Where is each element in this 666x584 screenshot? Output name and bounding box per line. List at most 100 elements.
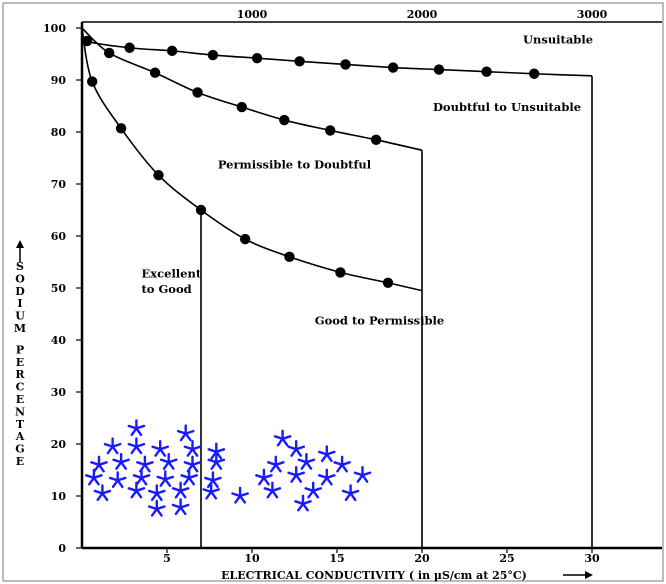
sample-point (317, 468, 336, 486)
sample-point (263, 481, 282, 499)
x-top-tick-label: 1000 (237, 8, 268, 21)
y-axis-title-arrow (16, 240, 24, 262)
y-title-letter: N (15, 405, 25, 418)
y-tick-label: 0 (58, 542, 66, 555)
x-top-tick-label: 3000 (577, 8, 608, 21)
y-title-letter: C (16, 381, 25, 394)
boundary-marker (382, 277, 394, 288)
boundary-curve-3 (81, 27, 423, 292)
sample-point (156, 470, 175, 488)
sample-point (127, 419, 146, 437)
boundary-marker (433, 64, 445, 75)
y-title-letter: I (17, 297, 22, 310)
y-title-letter: E (16, 455, 24, 468)
sample-point (297, 453, 316, 470)
y-tick-label: 50 (51, 282, 67, 295)
y-tick-label: 40 (51, 334, 67, 347)
boundary-marker (284, 251, 295, 262)
y-title-letter: R (15, 368, 25, 381)
x-tick-label: 30 (584, 552, 600, 565)
y-title-letter: O (15, 272, 25, 285)
boundary-marker (104, 47, 115, 59)
y-tick-label: 70 (51, 178, 67, 191)
boundary-marker (335, 267, 346, 278)
boundary-marker (251, 52, 263, 64)
zone-labels: Unsuitable Doubtful to Unsuitable Permissi… (142, 33, 594, 328)
zone-label: Doubtful to Unsuitable (433, 100, 581, 114)
y-tick-label: 100 (43, 22, 66, 35)
x-top-tick-label: 2000 (407, 8, 438, 21)
boundary-curve-1 (81, 27, 593, 77)
sample-point (180, 468, 198, 486)
sample-point (93, 484, 112, 502)
sample-point (108, 471, 127, 489)
sample-point (341, 484, 360, 502)
boundary-marker (481, 66, 492, 77)
sample-point (273, 429, 292, 447)
sample-point (202, 482, 221, 500)
x-tick-label: 20 (414, 552, 430, 565)
boundary-marker (529, 68, 540, 79)
zone-label: to Good (142, 282, 192, 296)
x-axis-title: ELECTRICAL CONDUCTIVITY ( in µS/cm at 25… (221, 569, 527, 582)
zone-label: Excellent (142, 267, 202, 281)
sample-point (183, 440, 202, 457)
sample-point (159, 453, 178, 470)
sample-point (231, 486, 249, 504)
sample-point (255, 468, 273, 486)
y-tick-label: 30 (51, 386, 67, 399)
sample-point (151, 440, 170, 457)
sample-point (136, 455, 154, 473)
boundary-marker (166, 45, 178, 57)
zone-label: Unsuitable (523, 33, 593, 47)
y-tick-label: 80 (51, 126, 67, 139)
boundary-marker (387, 62, 399, 73)
sample-point (176, 424, 195, 442)
boundary-marker (240, 233, 251, 245)
sample-point (183, 455, 202, 473)
sample-point (287, 466, 306, 483)
sample-point (171, 498, 190, 516)
sample-point (287, 440, 306, 457)
sample-point (132, 468, 151, 486)
boundary-marker (192, 87, 203, 98)
sample-point (317, 445, 336, 463)
boundary-marker (149, 67, 161, 78)
sample-point (333, 455, 351, 473)
y-title-letter: E (16, 356, 24, 369)
y-tick-label: 60 (51, 230, 67, 243)
sample-point (171, 481, 190, 499)
y-title-letter: S (16, 260, 24, 273)
boundary-marker (195, 204, 207, 216)
zone-label: Good to Permissible (315, 313, 445, 327)
boundary-lines (81, 27, 593, 548)
x-top-ticks: 1000 2000 3000 (237, 8, 608, 21)
sample-points (85, 419, 372, 517)
y-tick-label: 90 (51, 74, 67, 87)
boundary-marker (153, 169, 164, 181)
sample-point (353, 466, 372, 483)
y-ticks: 0 10 20 30 40 50 60 70 80 90 100 (43, 22, 82, 555)
boundary-marker (370, 134, 382, 145)
boundary-marker (124, 42, 135, 53)
y-title-letter: P (16, 343, 24, 356)
sample-point (103, 437, 122, 455)
y-title-letter: D (15, 285, 25, 298)
sample-point (127, 481, 146, 499)
sample-point (85, 468, 103, 486)
y-title-letter: T (16, 418, 25, 431)
y-title-letter: U (15, 310, 25, 323)
y-title-letter: A (15, 430, 25, 443)
boundary-marker (207, 49, 219, 61)
sample-point (90, 455, 108, 473)
boundary-marker (87, 76, 98, 87)
sample-point (127, 437, 146, 455)
x-tick-label: 10 (244, 552, 260, 565)
y-title-letter: M (14, 322, 26, 335)
zone-label: Permissible to Doubtful (218, 157, 372, 171)
boundary-marker (279, 114, 290, 126)
